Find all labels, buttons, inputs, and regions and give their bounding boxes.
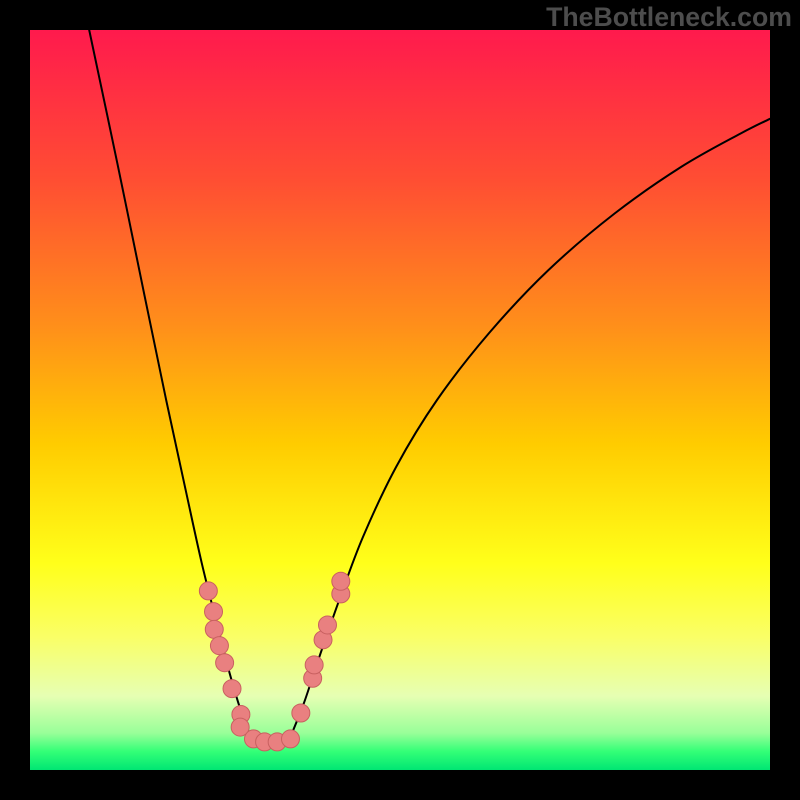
marker-dot xyxy=(205,620,223,638)
marker-dot xyxy=(281,730,299,748)
marker-dot xyxy=(210,637,228,655)
marker-dot xyxy=(205,603,223,621)
watermark-text: TheBottleneck.com xyxy=(546,2,792,33)
marker-dot xyxy=(318,616,336,634)
chart-root: TheBottleneck.com xyxy=(0,0,800,800)
marker-dot xyxy=(292,704,310,722)
plot-background xyxy=(30,30,770,770)
marker-dot xyxy=(199,582,217,600)
marker-dot xyxy=(216,654,234,672)
marker-dot xyxy=(305,656,323,674)
chart-svg xyxy=(0,0,800,800)
marker-dot xyxy=(223,680,241,698)
marker-dot xyxy=(332,572,350,590)
